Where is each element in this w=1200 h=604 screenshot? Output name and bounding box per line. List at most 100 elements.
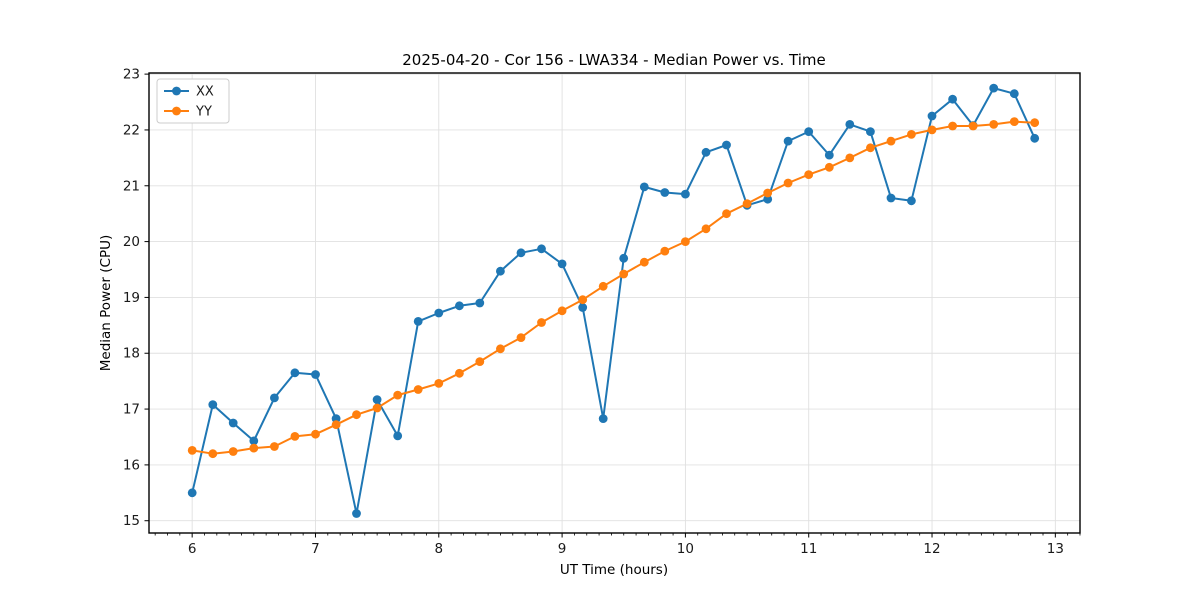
yy-marker xyxy=(681,237,690,247)
legend-marker xyxy=(172,106,181,116)
xx-marker xyxy=(413,317,423,326)
legend-item-label: XX xyxy=(196,85,214,100)
x-axis-label: UT Time (hours) xyxy=(560,562,668,578)
xx-marker xyxy=(598,414,608,423)
x-tick-label: 13 xyxy=(1047,541,1064,557)
xx-marker xyxy=(331,414,341,423)
yy-marker xyxy=(1009,117,1019,126)
yy-marker xyxy=(516,333,526,342)
y-tick-label: 18 xyxy=(123,346,140,362)
plot-border xyxy=(148,72,1081,534)
xx-marker xyxy=(290,368,300,378)
y-axis-label: Median Power (CPU) xyxy=(98,235,114,371)
legend-marker xyxy=(172,86,181,96)
xx-marker xyxy=(270,393,279,403)
yy-marker xyxy=(886,136,896,146)
yy-marker xyxy=(290,432,300,441)
yy-marker xyxy=(557,306,567,316)
yy-marker xyxy=(475,357,485,366)
yy-marker xyxy=(845,153,855,163)
yy-marker xyxy=(413,385,423,394)
yy-marker xyxy=(372,403,382,413)
xx-marker xyxy=(516,248,526,258)
yy-marker xyxy=(270,442,279,451)
yy-marker xyxy=(393,390,403,400)
yy-marker xyxy=(639,257,649,267)
yy-marker xyxy=(578,295,588,305)
xx-marker xyxy=(639,182,649,192)
yy-marker xyxy=(763,188,773,198)
xx-marker xyxy=(455,301,464,311)
y-tick-label: 23 xyxy=(123,67,140,83)
xx-marker xyxy=(1030,133,1040,143)
xx-marker xyxy=(208,400,218,409)
yy-marker xyxy=(434,379,444,388)
yy-marker xyxy=(742,199,752,209)
xx-marker xyxy=(804,127,814,136)
xx-marker xyxy=(948,94,957,104)
xx-marker xyxy=(249,436,259,446)
x-tick-label: 6 xyxy=(188,541,197,557)
xx-marker xyxy=(989,83,999,93)
xx-marker xyxy=(927,111,937,121)
yy-marker xyxy=(948,121,957,131)
xx-marker xyxy=(783,136,793,146)
x-tick-label: 12 xyxy=(923,541,940,557)
yy-marker xyxy=(455,368,464,378)
xx-marker xyxy=(187,488,197,498)
xx-marker xyxy=(434,308,444,318)
yy-marker xyxy=(701,224,711,234)
y-tick-label: 21 xyxy=(123,178,140,194)
xx-marker xyxy=(763,194,773,204)
xx-marker xyxy=(701,147,711,157)
yy-marker xyxy=(598,281,608,291)
y-tick-label: 15 xyxy=(123,513,140,529)
y-tick-label: 16 xyxy=(123,457,140,473)
xx-marker xyxy=(557,259,567,269)
xx-marker xyxy=(496,266,505,276)
yy-marker xyxy=(927,125,937,135)
yy-marker xyxy=(496,344,505,354)
xx-marker xyxy=(578,303,588,312)
y-tick-label: 17 xyxy=(123,402,140,418)
yy-marker xyxy=(619,269,629,279)
xx-marker xyxy=(824,150,834,160)
yy-marker xyxy=(804,170,814,180)
x-tick-label: 7 xyxy=(311,541,320,557)
xx-marker xyxy=(681,189,690,199)
legend-item-label: YY xyxy=(195,105,212,120)
yy-marker xyxy=(208,449,218,459)
xx-marker xyxy=(619,253,629,263)
x-tick-label: 11 xyxy=(800,541,817,557)
legend: XX YY xyxy=(156,78,230,124)
yy-marker xyxy=(331,420,341,430)
yy-marker xyxy=(866,143,875,153)
xx-marker xyxy=(660,188,670,197)
legend-box xyxy=(156,78,230,124)
yy-marker xyxy=(907,130,916,139)
xx-marker xyxy=(393,431,403,441)
yy-marker xyxy=(783,178,793,188)
yy-marker xyxy=(352,410,361,420)
x-tick-label: 8 xyxy=(434,541,443,557)
chart-title: 2025-04-20 - Cor 156 - LWA334 - Median P… xyxy=(402,51,826,69)
xx-marker xyxy=(886,193,896,203)
xx-marker xyxy=(866,127,875,136)
yy-marker xyxy=(722,209,731,219)
xx-marker xyxy=(372,395,382,404)
xx-marker xyxy=(311,370,320,379)
yy-marker xyxy=(249,443,259,453)
xx-marker xyxy=(1009,89,1019,99)
xx-marker xyxy=(722,140,731,150)
y-tick-label: 20 xyxy=(123,234,140,250)
yy-marker xyxy=(968,121,978,131)
xx-marker xyxy=(907,196,916,206)
x-tick-label: 9 xyxy=(558,541,567,557)
xx-marker xyxy=(537,244,546,254)
yy-marker xyxy=(824,162,834,172)
xx-marker xyxy=(352,509,361,518)
yy-marker xyxy=(228,447,238,456)
x-tick-label: 10 xyxy=(677,541,694,557)
yy-marker xyxy=(660,246,670,256)
